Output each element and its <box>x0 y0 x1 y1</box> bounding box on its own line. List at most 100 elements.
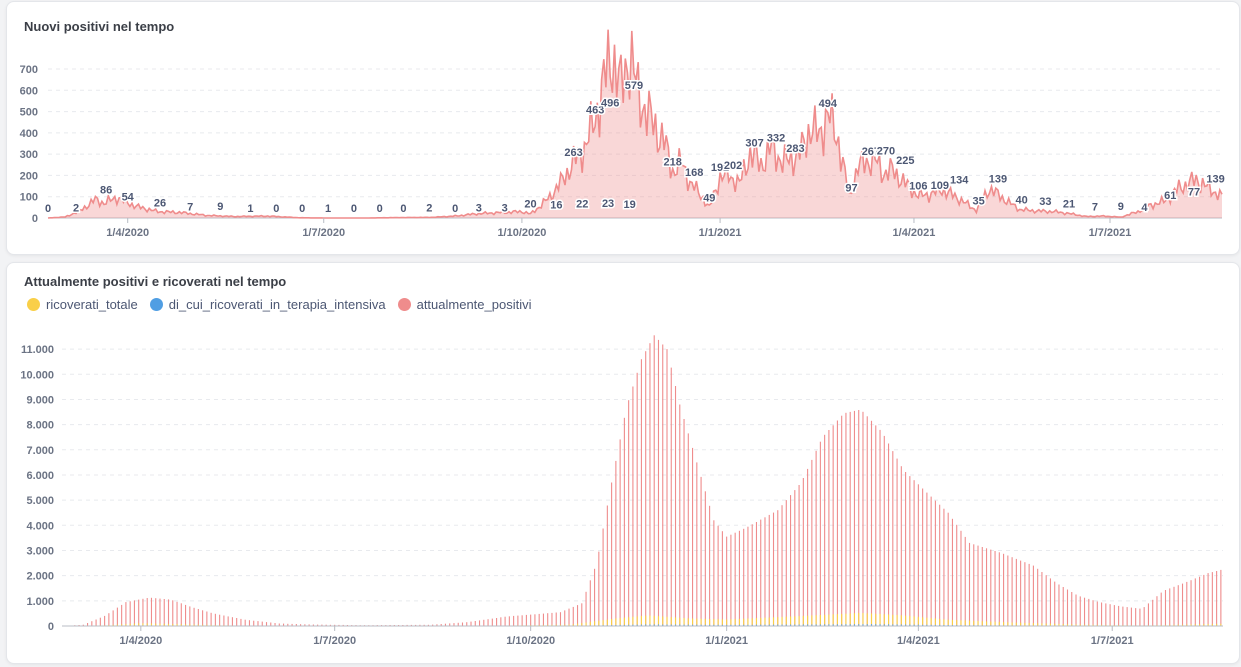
bar <box>781 505 783 626</box>
bar <box>862 613 864 626</box>
bar <box>683 624 685 626</box>
bar <box>930 618 932 626</box>
bar <box>772 624 775 626</box>
bar <box>1109 624 1111 626</box>
bar <box>653 615 655 626</box>
x-tick-label: 1/10/2020 <box>506 635 555 647</box>
bar <box>129 601 131 626</box>
bar <box>666 349 668 626</box>
bar <box>913 480 915 626</box>
bar <box>602 620 604 626</box>
legend-dot-icon <box>149 298 163 311</box>
bar <box>576 605 579 626</box>
bar <box>832 614 834 626</box>
bar <box>798 624 800 626</box>
y-tick-label: 400 <box>20 128 38 140</box>
bar <box>568 608 570 626</box>
data-label: 22 <box>576 198 588 210</box>
bar <box>892 451 894 626</box>
bar <box>721 624 723 626</box>
data-label: 0 <box>351 203 357 215</box>
bar <box>1181 624 1184 626</box>
bar <box>751 618 753 626</box>
bar <box>585 622 587 626</box>
y-tick-label: 0 <box>32 213 38 225</box>
bar <box>1139 608 1141 626</box>
bar <box>138 623 140 626</box>
bar <box>1092 600 1094 626</box>
bar <box>985 621 988 626</box>
bar <box>785 624 787 626</box>
bar <box>798 485 800 626</box>
bar <box>879 429 881 626</box>
bar <box>913 616 915 626</box>
bar <box>338 624 340 626</box>
bar <box>1058 584 1060 626</box>
bar <box>866 416 868 626</box>
bar <box>870 624 873 626</box>
bar <box>1164 624 1167 626</box>
bar <box>755 522 758 626</box>
bar <box>415 624 417 626</box>
bar <box>1049 578 1051 626</box>
bar <box>704 491 706 626</box>
x-tick-label: 1/4/2021 <box>897 635 940 647</box>
bar <box>790 495 792 626</box>
bar <box>853 624 856 626</box>
bar <box>321 624 323 626</box>
bar <box>1088 624 1090 626</box>
bar <box>760 624 762 626</box>
bar <box>1164 590 1167 626</box>
legend-label: ricoverati_totale <box>46 297 138 312</box>
data-label: 0 <box>452 203 458 215</box>
data-label: 307 <box>745 138 763 150</box>
bar <box>768 624 770 626</box>
bar <box>696 624 698 626</box>
bar <box>1054 623 1056 626</box>
bar <box>943 508 945 626</box>
bar <box>888 614 890 626</box>
bar <box>781 616 783 626</box>
bar <box>1079 596 1081 626</box>
data-label: 4 <box>1141 202 1148 214</box>
bar <box>180 624 182 626</box>
data-label: 3 <box>502 202 508 214</box>
bar <box>1049 623 1051 626</box>
data-label: 23 <box>602 198 614 210</box>
legend-item-ricoverati-totale[interactable]: ricoverati_totale <box>27 297 138 312</box>
bar <box>862 411 864 626</box>
bar <box>836 624 838 626</box>
legend-item-terapia-intensiva[interactable]: di_cui_ricoverati_in_terapia_intensiva <box>149 297 386 312</box>
data-label: 139 <box>1206 173 1224 185</box>
bar <box>870 613 873 626</box>
data-label: 168 <box>685 167 703 179</box>
y-tick-label: 2.000 <box>26 571 54 583</box>
legend-item-attualmente-positivi[interactable]: attualmente_positivi <box>397 297 532 312</box>
bar <box>968 620 971 626</box>
bar <box>743 528 745 626</box>
bar <box>167 623 170 626</box>
bar <box>734 624 736 626</box>
bar <box>87 623 89 626</box>
bar <box>1113 605 1115 626</box>
bar <box>1007 555 1009 626</box>
data-label: 0 <box>273 203 279 215</box>
bar <box>1079 624 1081 626</box>
bar <box>747 618 749 626</box>
y-tick-label: 5.000 <box>26 495 54 507</box>
bar <box>747 624 749 626</box>
bar <box>244 619 246 626</box>
bar <box>568 624 570 626</box>
y-tick-label: 0 <box>48 621 54 633</box>
bar <box>743 624 745 626</box>
series-bars-attualmente_positivi <box>65 335 1222 627</box>
bar <box>896 458 898 626</box>
bar <box>883 614 885 626</box>
bar <box>730 624 732 626</box>
bar <box>811 624 813 626</box>
bar <box>517 615 519 626</box>
bar <box>696 618 698 626</box>
bar <box>994 621 996 626</box>
bar <box>1190 580 1192 626</box>
bar <box>632 616 634 626</box>
